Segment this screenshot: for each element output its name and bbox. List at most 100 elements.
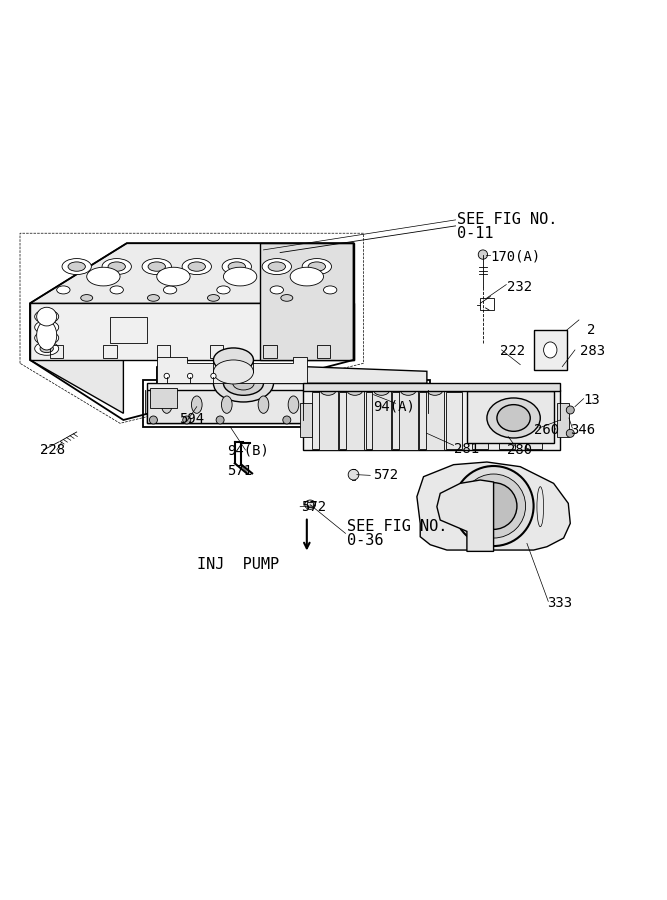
Ellipse shape <box>40 345 53 353</box>
Text: 170(A): 170(A) <box>490 249 540 264</box>
Bar <box>263 345 277 358</box>
Bar <box>399 392 418 450</box>
Ellipse shape <box>110 286 123 294</box>
Polygon shape <box>147 383 427 423</box>
Ellipse shape <box>57 286 70 294</box>
Ellipse shape <box>454 466 534 546</box>
Ellipse shape <box>348 469 359 480</box>
Text: 2: 2 <box>587 323 596 337</box>
Ellipse shape <box>221 396 232 413</box>
Ellipse shape <box>290 267 323 286</box>
Ellipse shape <box>321 396 332 413</box>
Ellipse shape <box>347 384 363 395</box>
Text: 222: 222 <box>500 345 526 358</box>
Bar <box>300 403 312 436</box>
Bar <box>150 388 177 408</box>
Ellipse shape <box>62 258 91 274</box>
Bar <box>467 392 554 444</box>
Ellipse shape <box>316 416 324 424</box>
Ellipse shape <box>182 258 211 274</box>
Ellipse shape <box>350 416 358 424</box>
Ellipse shape <box>149 416 157 424</box>
Bar <box>480 298 494 310</box>
Bar <box>319 392 338 450</box>
Ellipse shape <box>223 372 263 395</box>
Ellipse shape <box>35 310 59 323</box>
Text: 346: 346 <box>570 423 596 437</box>
Text: 260: 260 <box>534 423 559 437</box>
Text: 594: 594 <box>179 411 204 426</box>
Polygon shape <box>30 303 123 413</box>
Ellipse shape <box>157 267 190 286</box>
Ellipse shape <box>207 294 219 302</box>
Polygon shape <box>30 303 354 360</box>
Text: 94(A): 94(A) <box>374 400 416 414</box>
Bar <box>446 392 462 449</box>
Polygon shape <box>30 243 354 303</box>
Ellipse shape <box>213 360 253 384</box>
Ellipse shape <box>183 416 191 424</box>
Bar <box>392 392 408 449</box>
Text: 572: 572 <box>374 468 399 482</box>
Ellipse shape <box>40 312 53 320</box>
Text: 232: 232 <box>507 280 532 293</box>
Ellipse shape <box>35 331 59 345</box>
Polygon shape <box>157 366 427 383</box>
Polygon shape <box>303 383 560 392</box>
Ellipse shape <box>222 258 251 274</box>
Bar <box>103 345 117 358</box>
Bar <box>346 392 364 450</box>
Bar <box>419 392 435 449</box>
Ellipse shape <box>388 396 399 413</box>
Ellipse shape <box>217 286 230 294</box>
Ellipse shape <box>108 262 125 271</box>
Ellipse shape <box>320 384 336 395</box>
Ellipse shape <box>462 474 526 538</box>
Ellipse shape <box>81 294 93 302</box>
Bar <box>499 392 515 449</box>
Bar <box>317 345 330 358</box>
Ellipse shape <box>323 286 337 294</box>
Ellipse shape <box>400 384 416 395</box>
Text: 280: 280 <box>507 443 532 457</box>
Text: 333: 333 <box>547 597 572 610</box>
Bar <box>210 345 223 358</box>
Ellipse shape <box>164 374 169 379</box>
Ellipse shape <box>487 398 540 438</box>
Bar <box>397 388 424 408</box>
Polygon shape <box>303 390 560 450</box>
Ellipse shape <box>37 307 57 326</box>
Ellipse shape <box>187 374 193 379</box>
Bar <box>366 392 382 449</box>
Polygon shape <box>534 330 567 370</box>
Ellipse shape <box>223 267 257 286</box>
Ellipse shape <box>302 258 331 274</box>
Polygon shape <box>260 243 354 360</box>
Text: 571: 571 <box>227 464 252 478</box>
Ellipse shape <box>415 396 426 413</box>
Text: SEE FIG NO.: SEE FIG NO. <box>347 519 447 535</box>
Text: 572: 572 <box>301 500 327 514</box>
Text: 0-36: 0-36 <box>347 533 384 547</box>
Ellipse shape <box>40 323 53 331</box>
Ellipse shape <box>37 320 57 350</box>
Ellipse shape <box>216 416 224 424</box>
Bar <box>426 392 444 450</box>
Ellipse shape <box>478 250 488 259</box>
Ellipse shape <box>87 267 120 286</box>
Ellipse shape <box>283 416 291 424</box>
Ellipse shape <box>161 396 172 413</box>
Ellipse shape <box>262 258 291 274</box>
Ellipse shape <box>288 396 299 413</box>
Bar <box>312 392 328 449</box>
Ellipse shape <box>102 258 131 274</box>
Bar <box>110 317 147 343</box>
Ellipse shape <box>258 396 269 413</box>
Ellipse shape <box>416 416 424 424</box>
Ellipse shape <box>305 500 315 509</box>
Bar <box>307 502 313 508</box>
Ellipse shape <box>142 258 171 274</box>
Ellipse shape <box>383 416 391 424</box>
Polygon shape <box>417 462 570 550</box>
Polygon shape <box>147 390 427 423</box>
